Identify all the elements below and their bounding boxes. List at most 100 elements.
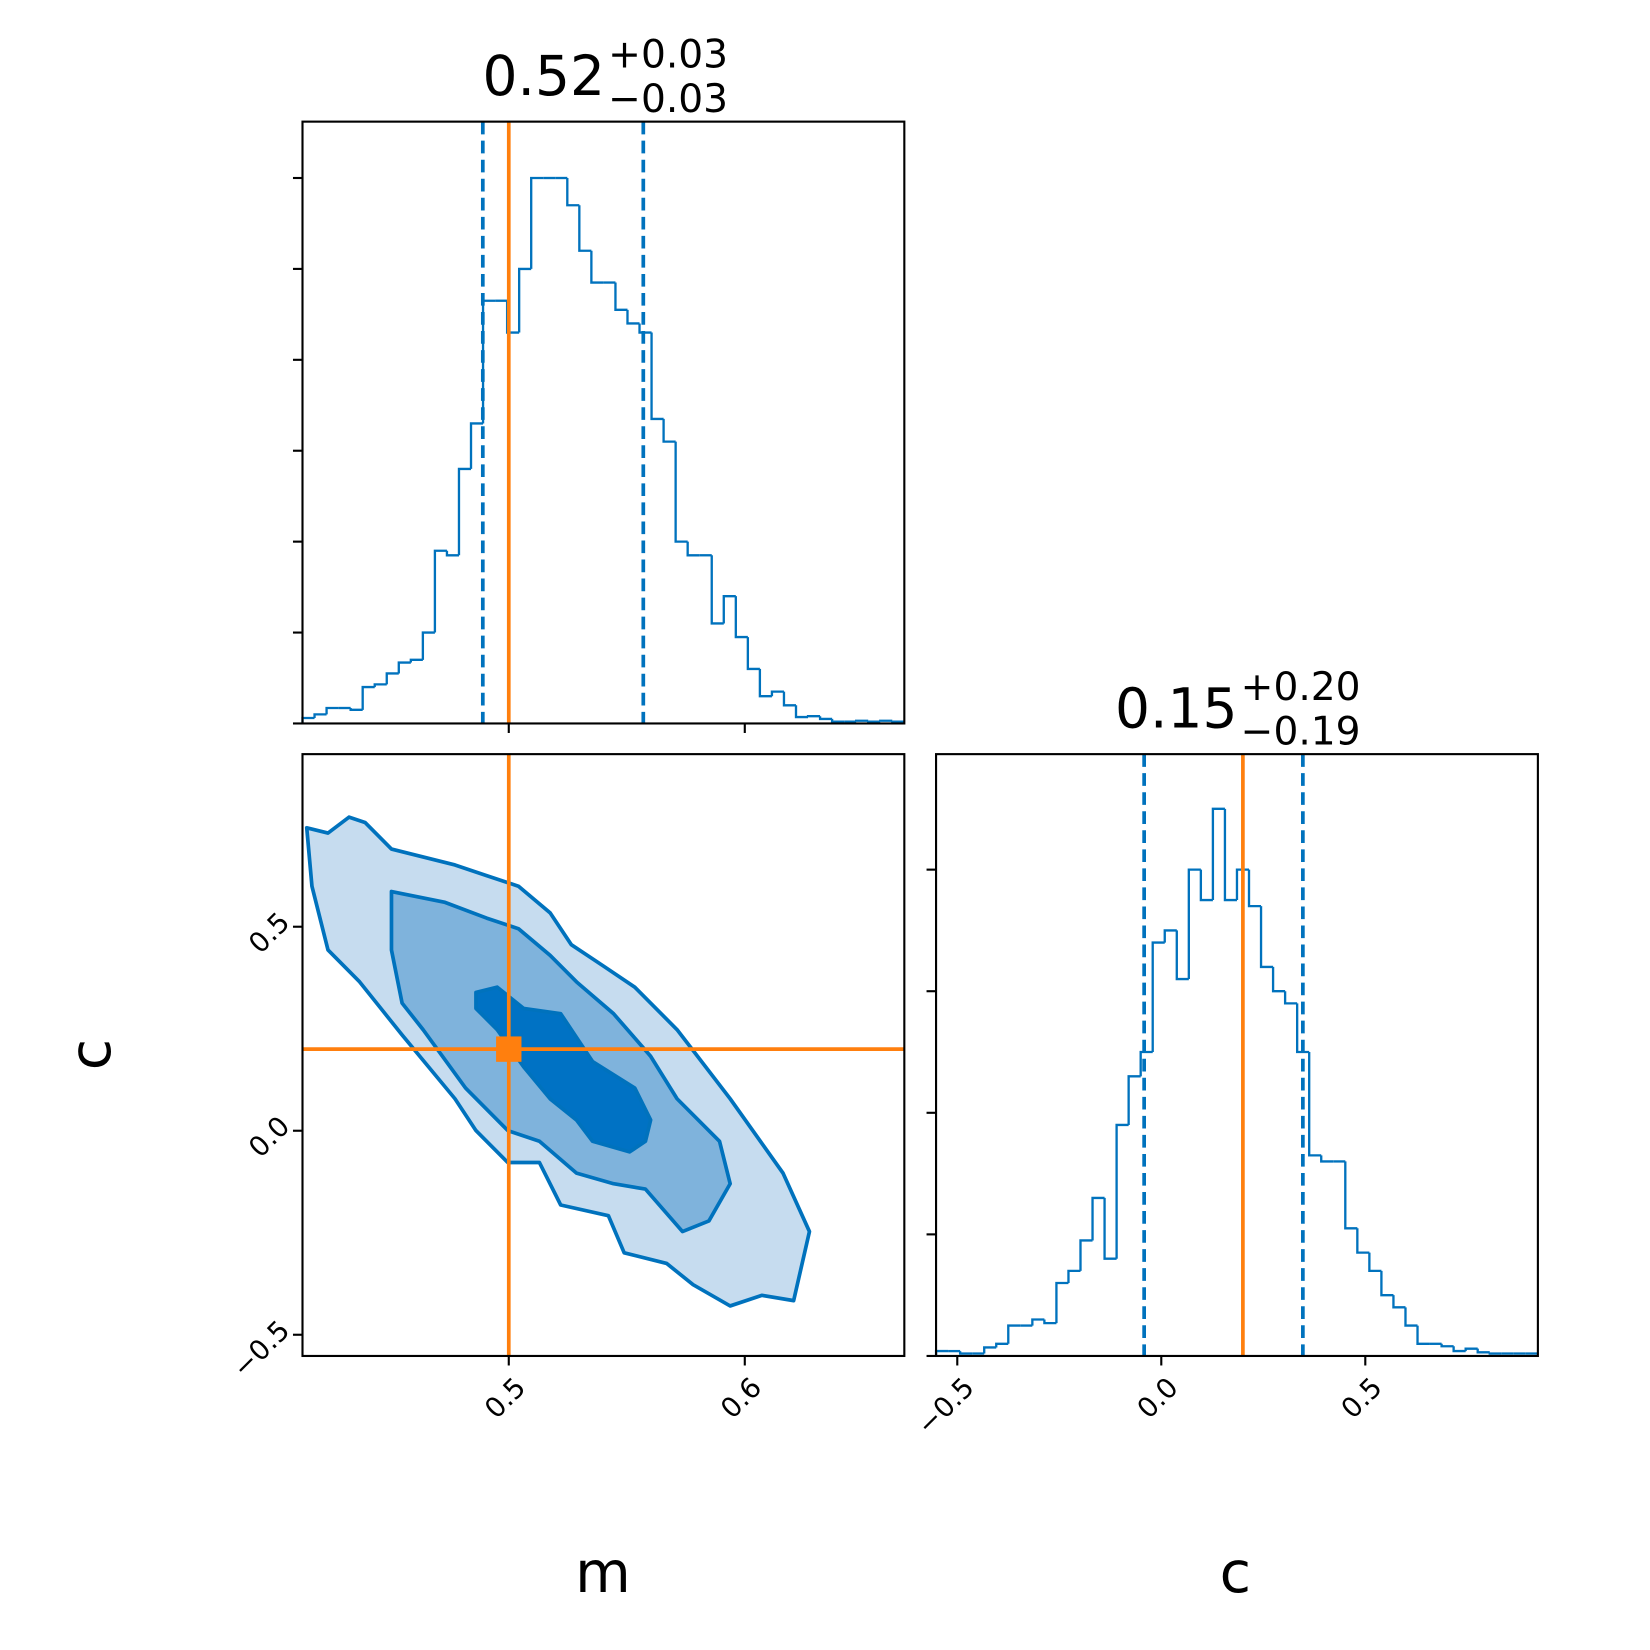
histogram-bin xyxy=(1392,1295,1406,1309)
x-tick-label: 0.6 xyxy=(715,1371,769,1425)
histogram-bin xyxy=(674,441,688,543)
x-tick-label: 0.0 xyxy=(1131,1371,1185,1425)
histogram-bin xyxy=(349,708,363,711)
histogram-bin xyxy=(1211,807,1225,901)
histogram-bin xyxy=(1404,1307,1418,1327)
axes-frame xyxy=(301,120,906,725)
histogram-bin xyxy=(517,267,532,333)
histogram-bin xyxy=(818,716,833,721)
panel-title: 0.52 xyxy=(483,44,605,108)
x-axis-label: c xyxy=(1220,1540,1251,1606)
x-tick-label: −0.5 xyxy=(911,1371,981,1441)
panel-title: 0.15 xyxy=(1115,677,1237,741)
y-axis-label: c xyxy=(58,1039,124,1070)
histogram-bin xyxy=(433,549,447,633)
axes-frame xyxy=(301,753,906,1358)
histogram-bin xyxy=(530,176,544,269)
histogram-bin xyxy=(313,713,327,719)
histogram-bin xyxy=(469,422,484,469)
histogram-bin xyxy=(686,541,700,557)
histogram-bin xyxy=(1067,1269,1081,1284)
y-tick-label: 0.0 xyxy=(243,1110,297,1164)
histogram-bin xyxy=(373,683,387,688)
histogram-bin xyxy=(1079,1239,1093,1271)
histogram-bin xyxy=(1199,869,1213,902)
histogram-bin xyxy=(722,595,736,624)
histogram-bin xyxy=(1235,868,1250,901)
histogram-bin xyxy=(1452,1346,1466,1353)
histogram-bin xyxy=(830,718,845,723)
histogram-bin xyxy=(1187,868,1201,980)
histogram-bin xyxy=(457,467,472,556)
histogram-bin xyxy=(1344,1161,1358,1230)
histogram-bin xyxy=(1416,1325,1430,1345)
histogram-bin xyxy=(1115,1123,1129,1259)
histogram-bin xyxy=(1223,808,1237,902)
histogram-bin xyxy=(1007,1324,1021,1344)
histogram-bin xyxy=(1488,1352,1502,1355)
histogram-bin xyxy=(650,332,664,421)
axes-frame xyxy=(935,753,1539,1358)
histogram-bin xyxy=(746,637,760,671)
title-upper: +0.03 xyxy=(608,33,728,78)
truth-marker xyxy=(496,1036,522,1062)
histogram-bin xyxy=(421,631,435,660)
histogram-bin xyxy=(481,299,496,424)
histogram-bin xyxy=(958,1351,973,1355)
histogram-bin xyxy=(995,1342,1009,1348)
histogram-bin xyxy=(1175,930,1189,981)
title-upper: +0.20 xyxy=(1241,665,1361,710)
histogram-bin xyxy=(578,205,592,252)
x-tick-label: 0.5 xyxy=(1335,1371,1389,1425)
histogram-bin xyxy=(385,672,399,685)
histogram-bin xyxy=(806,715,821,718)
histogram-bin xyxy=(891,720,905,723)
histogram-bin xyxy=(1163,929,1177,943)
histogram-bin xyxy=(325,706,339,715)
y-tick-label: 0.5 xyxy=(243,906,297,960)
histogram-bin xyxy=(734,596,748,639)
histogram-bin xyxy=(1283,991,1298,1005)
histogram-bin xyxy=(1295,1003,1310,1054)
histogram-bin xyxy=(1091,1196,1105,1241)
title-lower: −0.19 xyxy=(1241,710,1361,755)
histogram-bin xyxy=(1031,1318,1045,1326)
histogram-bin xyxy=(662,418,676,443)
histogram-bin xyxy=(879,719,893,722)
histogram-bin xyxy=(1055,1281,1069,1324)
histogram-bin xyxy=(1320,1155,1334,1163)
histogram-bin xyxy=(1308,1052,1322,1157)
histogram-bin xyxy=(855,719,869,722)
histogram-bin xyxy=(397,661,411,674)
histogram-bin xyxy=(1139,1050,1153,1077)
histogram-bin xyxy=(566,177,580,207)
histogram-bin xyxy=(1368,1252,1382,1273)
histogram-bin xyxy=(1476,1348,1490,1354)
histogram-bin xyxy=(445,550,459,557)
histogram-bin xyxy=(1271,966,1286,993)
histogram-bin xyxy=(1043,1319,1057,1325)
histogram-bin xyxy=(983,1346,997,1354)
histogram-bin xyxy=(1259,906,1274,969)
histogram-bin xyxy=(710,555,724,625)
histogram-bin xyxy=(867,720,881,723)
histogram-bin xyxy=(794,705,809,719)
histogram-bin xyxy=(1127,1075,1141,1125)
histogram-bin xyxy=(626,309,640,325)
title-lower: −0.03 xyxy=(608,77,728,122)
histogram-bin xyxy=(1356,1228,1370,1254)
histogram-bin xyxy=(1103,1197,1117,1260)
histogram-bin xyxy=(361,685,375,710)
histogram-bin xyxy=(770,690,784,697)
histogram-bin xyxy=(1151,941,1165,1053)
histogram-bin xyxy=(1247,869,1262,908)
histogram-bin xyxy=(782,691,796,707)
histogram-bin xyxy=(1464,1347,1478,1352)
histogram-bin xyxy=(1380,1270,1394,1297)
histogram-bin xyxy=(590,250,604,284)
histogram-bin xyxy=(758,668,772,698)
x-axis-label: m xyxy=(575,1540,631,1606)
y-tick-label: −0.5 xyxy=(226,1314,296,1384)
